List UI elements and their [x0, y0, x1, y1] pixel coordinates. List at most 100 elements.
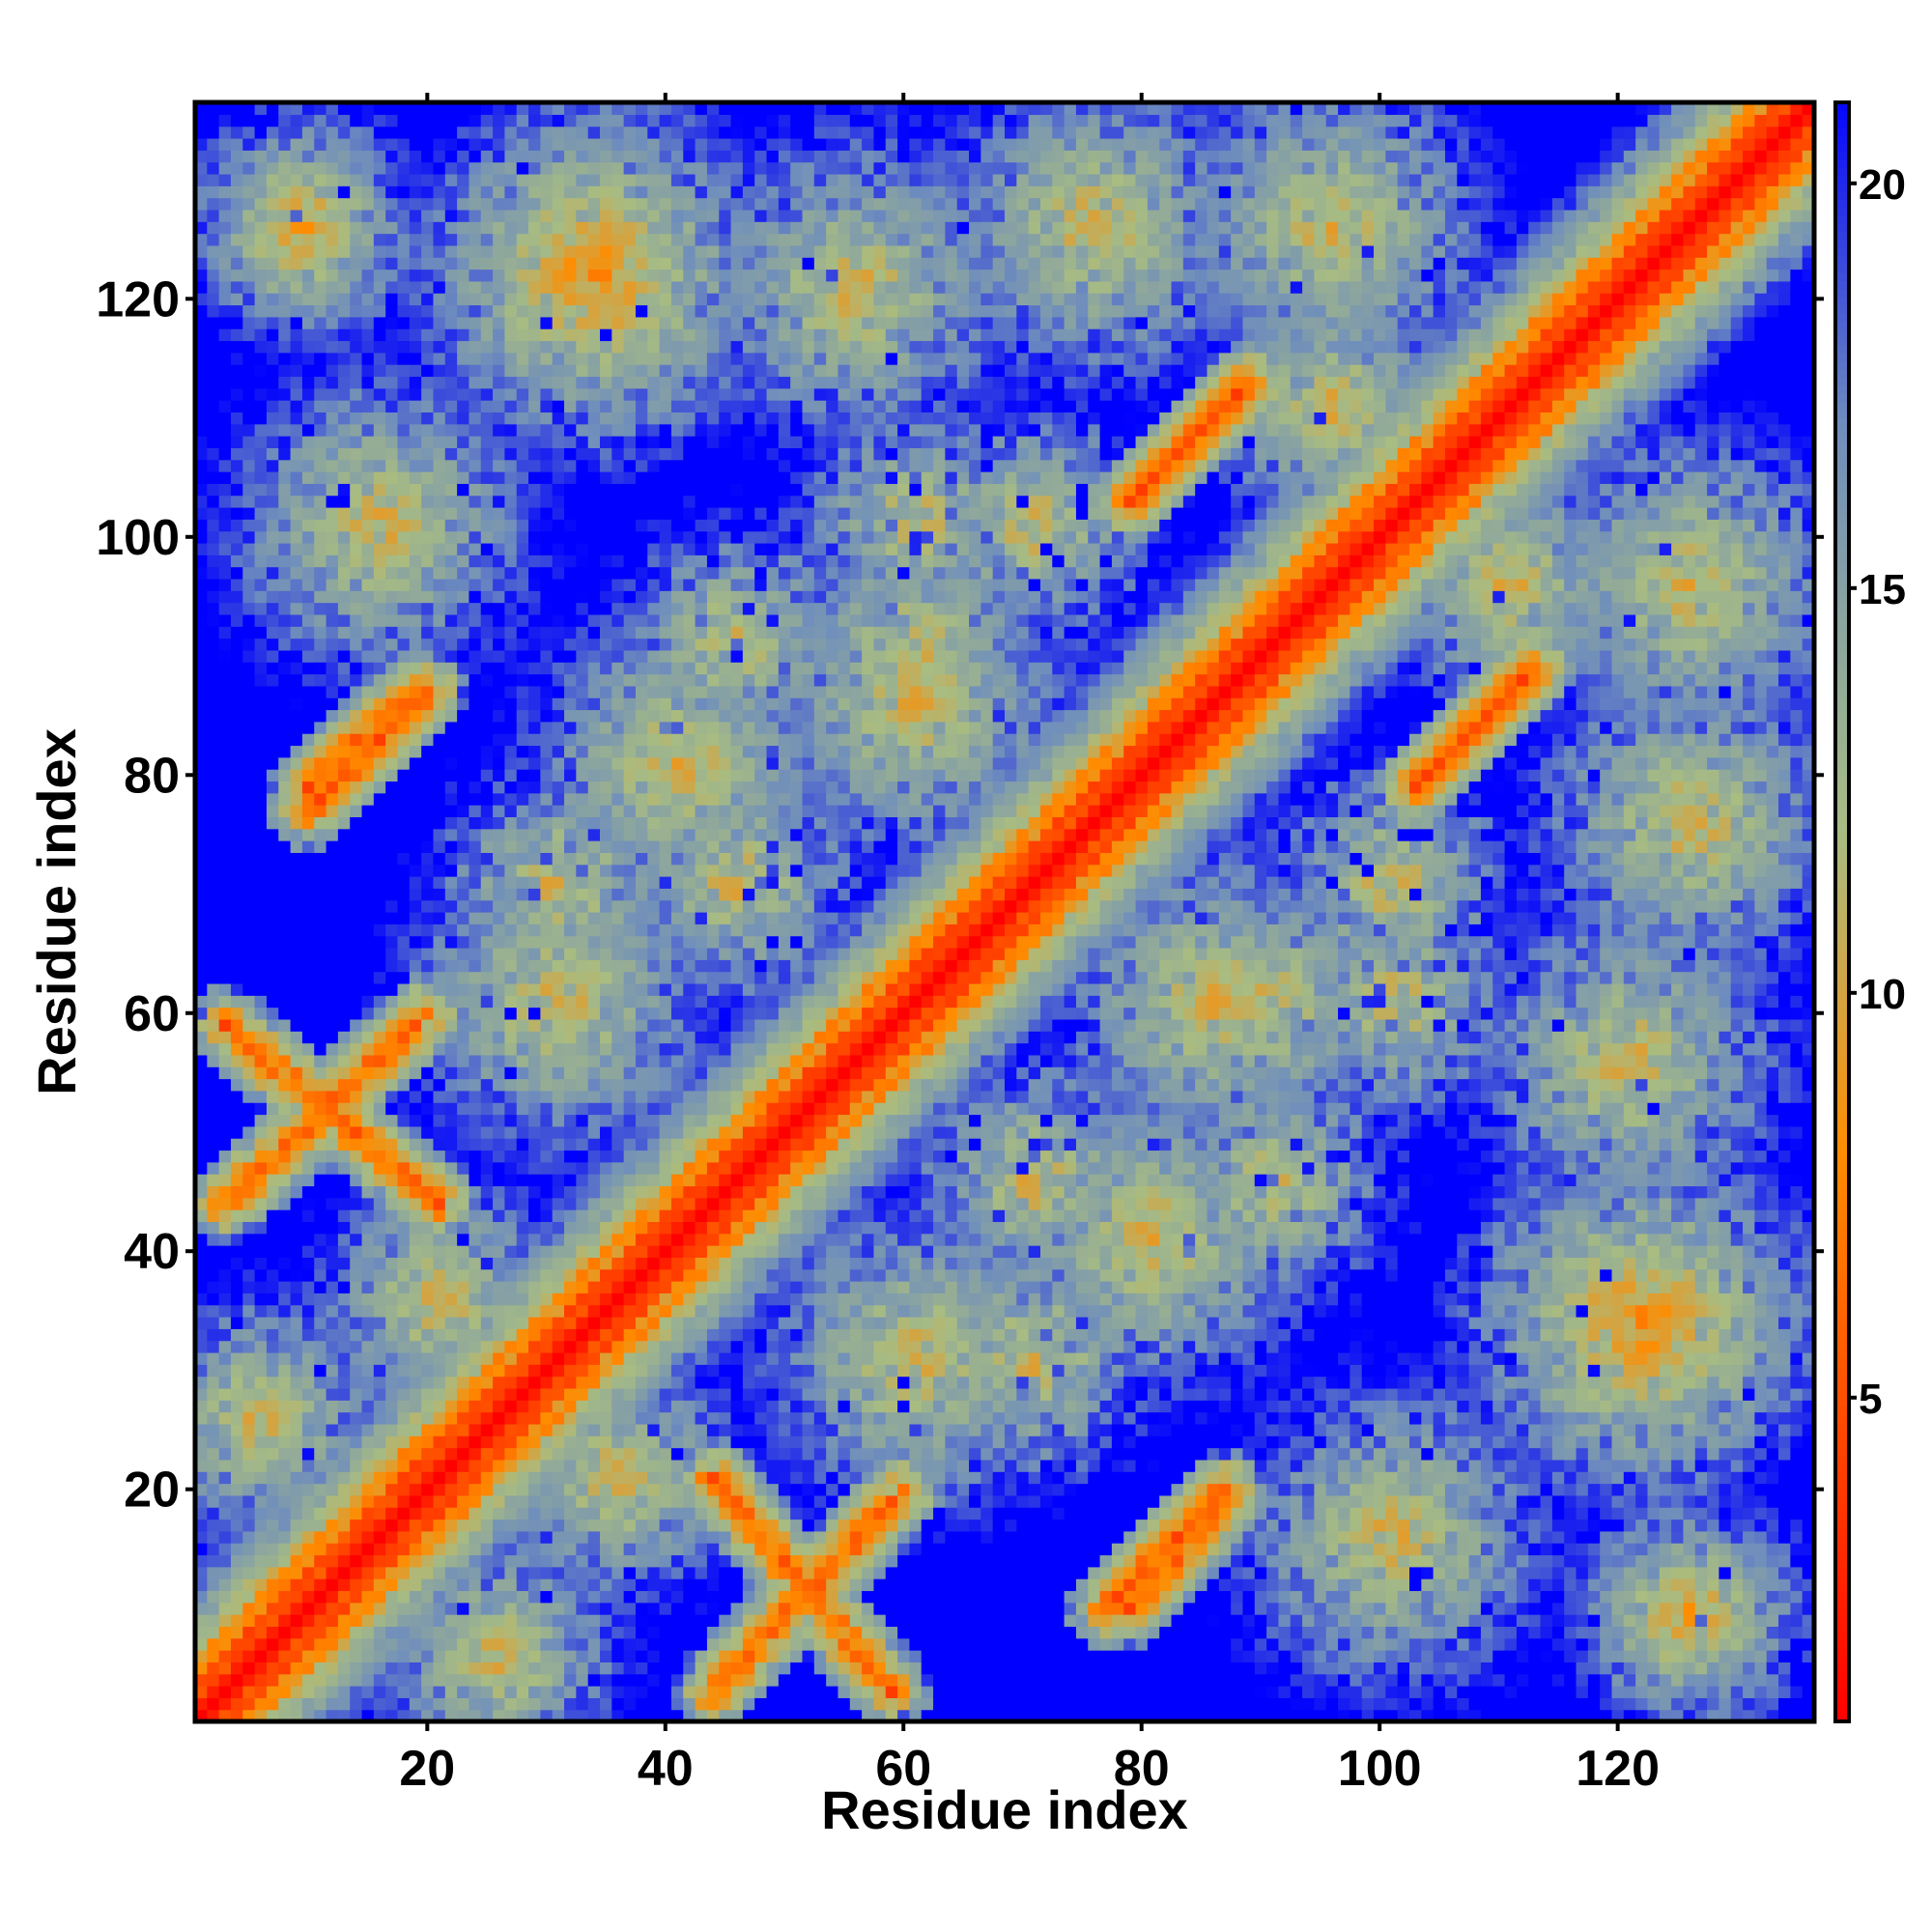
heatmap-cell [218, 1078, 232, 1092]
heatmap-cell [576, 649, 589, 663]
heatmap-cell [540, 495, 554, 508]
heatmap-cell [409, 1400, 422, 1413]
heatmap-cell [611, 1317, 625, 1329]
heatmap-cell [611, 1637, 625, 1651]
heatmap-cell [397, 447, 411, 461]
heatmap-cell [385, 1150, 399, 1163]
heatmap-cell [444, 602, 458, 615]
heatmap-cell [480, 1090, 494, 1103]
heatmap-cell [552, 709, 565, 723]
heatmap-cell [587, 649, 601, 663]
heatmap-cell [195, 376, 208, 389]
heatmap-cell [600, 1697, 612, 1711]
heatmap-cell [361, 495, 375, 508]
heatmap-cell [516, 1626, 529, 1639]
heatmap-cell [350, 1483, 363, 1496]
heatmap-cell [301, 1042, 315, 1056]
heatmap-cell [373, 673, 386, 687]
heatmap-cell [278, 1078, 292, 1092]
heatmap-cell [433, 1054, 446, 1067]
heatmap-cell [469, 792, 482, 806]
heatmap-cell [433, 1626, 446, 1639]
heatmap-cell [528, 888, 541, 901]
heatmap-cell [421, 685, 435, 698]
heatmap-cell [576, 1102, 589, 1116]
heatmap-cell [350, 1435, 363, 1449]
heatmap-cell [623, 1650, 637, 1662]
heatmap-cell [552, 982, 565, 996]
heatmap-cell [433, 1530, 446, 1544]
heatmap-cell [195, 1483, 208, 1496]
heatmap-cell [409, 995, 422, 1009]
heatmap-cell [242, 1007, 256, 1020]
heatmap-cell [504, 1626, 518, 1639]
heatmap-cell [337, 1233, 351, 1246]
heatmap-cell [326, 566, 339, 580]
heatmap-cell [552, 483, 565, 497]
heatmap-cell [600, 1590, 612, 1604]
heatmap-cell [576, 137, 589, 151]
heatmap-cell [587, 412, 601, 425]
heatmap-cell [611, 1185, 625, 1199]
heatmap-cell [195, 1317, 208, 1329]
heatmap-cell [207, 1435, 220, 1449]
heatmap-cell [576, 554, 589, 568]
heatmap-cell [385, 769, 399, 782]
heatmap-cell [409, 352, 422, 365]
heatmap-cell [314, 923, 327, 937]
heatmap-cell [350, 1411, 363, 1425]
heatmap-cell [564, 971, 577, 984]
heatmap-cell [587, 1233, 601, 1246]
heatmap-cell [611, 1328, 625, 1342]
heatmap-cell [480, 733, 494, 747]
heatmap-cell [469, 102, 482, 115]
heatmap-cell [397, 947, 411, 960]
heatmap-cell [230, 1387, 243, 1401]
heatmap-cell [504, 1317, 518, 1329]
heatmap-cell [516, 1185, 529, 1199]
heatmap-cell [587, 982, 601, 996]
heatmap-cell [242, 1411, 256, 1425]
heatmap-cell [433, 1387, 446, 1401]
heatmap-cell [218, 1114, 232, 1127]
heatmap-cell [337, 1018, 351, 1032]
heatmap-cell [301, 982, 315, 996]
heatmap-cell [480, 781, 494, 794]
heatmap-cell [361, 1078, 375, 1092]
heatmap-cell [385, 1257, 399, 1270]
heatmap-cell [493, 495, 506, 508]
heatmap-cell [504, 269, 518, 282]
heatmap-cell [373, 1697, 386, 1711]
heatmap-cell [576, 566, 589, 580]
heatmap-cell [504, 209, 518, 222]
heatmap-cell [409, 1423, 422, 1436]
heatmap-cell [278, 233, 292, 246]
heatmap-cell [540, 1447, 554, 1461]
heatmap-cell [623, 1054, 637, 1067]
heatmap-cell [207, 769, 220, 782]
heatmap-cell [600, 662, 612, 675]
heatmap-cell [623, 1209, 637, 1223]
heatmap-cell [611, 221, 625, 235]
heatmap-cell [361, 1007, 375, 1020]
heatmap-cell [540, 102, 554, 115]
heatmap-cell [278, 542, 292, 555]
heatmap-cell [576, 1554, 589, 1568]
heatmap-cell [421, 1233, 435, 1246]
heatmap-cell [266, 328, 279, 342]
heatmap-cell [421, 185, 435, 199]
heatmap-cell [587, 912, 601, 924]
heatmap-cell [218, 626, 232, 639]
heatmap-cell [266, 1185, 279, 1199]
heatmap-cell [314, 1650, 327, 1662]
heatmap-cell [326, 1161, 339, 1175]
heatmap-cell [493, 1686, 506, 1698]
heatmap-cell [242, 304, 256, 318]
heatmap-cell [469, 888, 482, 901]
heatmap-cell [218, 554, 232, 568]
heatmap-cell [301, 1543, 315, 1556]
heatmap-cell [397, 685, 411, 698]
heatmap-cell [266, 1281, 279, 1293]
heatmap-cell [493, 1007, 506, 1020]
heatmap-cell [516, 1447, 529, 1461]
